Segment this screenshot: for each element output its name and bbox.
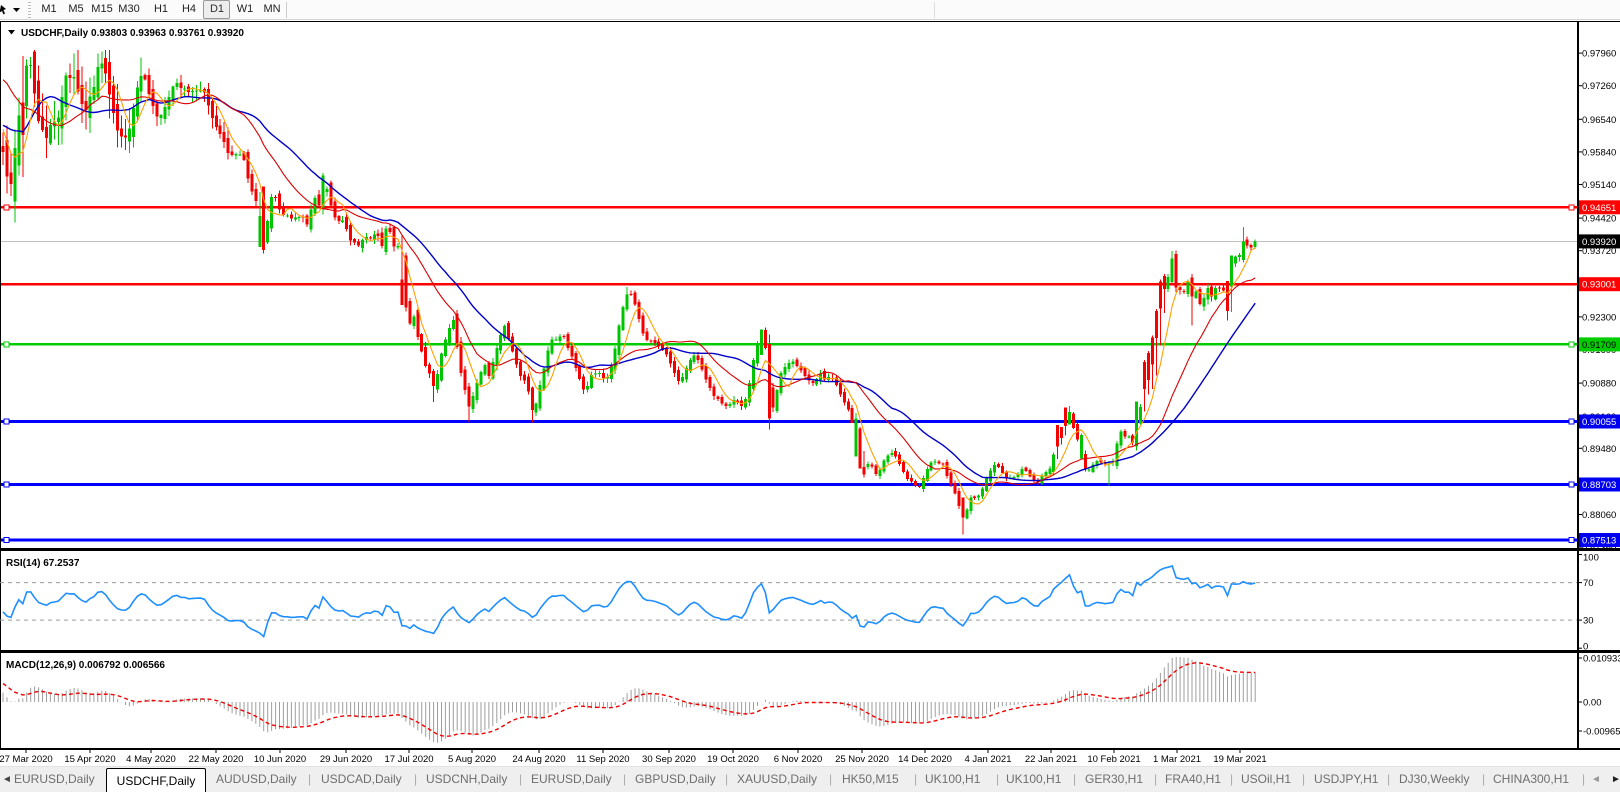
svg-text:0.00: 0.00 bbox=[1583, 698, 1602, 709]
svg-text:0.93920: 0.93920 bbox=[1582, 237, 1616, 248]
svg-text:0.010933: 0.010933 bbox=[1583, 654, 1620, 665]
svg-text:29 Jun 2020: 29 Jun 2020 bbox=[320, 754, 372, 765]
svg-text:22 May 2020: 22 May 2020 bbox=[189, 754, 244, 765]
svg-text:70: 70 bbox=[1583, 578, 1594, 589]
svg-text:100: 100 bbox=[1583, 553, 1599, 564]
svg-text:0.93720: 0.93720 bbox=[1582, 246, 1616, 257]
svg-text:0.87513: 0.87513 bbox=[1582, 536, 1616, 547]
svg-text:RSI(14) 67.2537: RSI(14) 67.2537 bbox=[6, 558, 80, 569]
svg-text:30: 30 bbox=[1583, 616, 1594, 627]
svg-text:0.96540: 0.96540 bbox=[1582, 115, 1616, 126]
svg-text:MACD(12,26,9) 0.006792 0.00656: MACD(12,26,9) 0.006792 0.006566 bbox=[6, 660, 165, 671]
svg-text:15 Apr 2020: 15 Apr 2020 bbox=[64, 754, 115, 765]
svg-text:1 Mar 2021: 1 Mar 2021 bbox=[1153, 754, 1201, 765]
svg-text:19 Mar 2021: 19 Mar 2021 bbox=[1213, 754, 1266, 765]
svg-text:0.90055: 0.90055 bbox=[1582, 417, 1616, 428]
svg-text:0.92300: 0.92300 bbox=[1582, 312, 1616, 323]
svg-text:4 May 2020: 4 May 2020 bbox=[126, 754, 176, 765]
svg-text:0.93001: 0.93001 bbox=[1582, 280, 1616, 291]
svg-text:-0.009653: -0.009653 bbox=[1583, 727, 1620, 738]
svg-text:0.94651: 0.94651 bbox=[1582, 203, 1616, 214]
svg-text:6 Nov 2020: 6 Nov 2020 bbox=[774, 754, 823, 765]
svg-text:5 Aug 2020: 5 Aug 2020 bbox=[448, 754, 496, 765]
svg-text:0.97960: 0.97960 bbox=[1582, 49, 1616, 60]
svg-text:0.90880: 0.90880 bbox=[1582, 379, 1616, 390]
svg-text:0.88060: 0.88060 bbox=[1582, 510, 1616, 521]
svg-text:0.94420: 0.94420 bbox=[1582, 214, 1616, 225]
svg-text:0.97260: 0.97260 bbox=[1582, 81, 1616, 92]
svg-text:0.87360: 0.87360 bbox=[1582, 543, 1616, 554]
svg-text:USDCHF,Daily 0.93803 0.93963: USDCHF,Daily 0.93803 0.93963 0.93761 0.9… bbox=[21, 28, 244, 39]
svg-text:0.89480: 0.89480 bbox=[1582, 444, 1616, 455]
svg-text:11 Sep 2020: 11 Sep 2020 bbox=[576, 754, 629, 765]
svg-text:4 Jan 2021: 4 Jan 2021 bbox=[964, 754, 1011, 765]
svg-text:14 Dec 2020: 14 Dec 2020 bbox=[898, 754, 952, 765]
svg-text:19 Oct 2020: 19 Oct 2020 bbox=[707, 754, 759, 765]
svg-text:17 Jul 2020: 17 Jul 2020 bbox=[384, 754, 433, 765]
svg-text:24 Aug 2020: 24 Aug 2020 bbox=[512, 754, 565, 765]
svg-text:0.95840: 0.95840 bbox=[1582, 147, 1616, 158]
svg-text:25 Nov 2020: 25 Nov 2020 bbox=[835, 754, 889, 765]
svg-text:22 Jan 2021: 22 Jan 2021 bbox=[1025, 754, 1077, 765]
svg-text:10 Jun 2020: 10 Jun 2020 bbox=[254, 754, 306, 765]
svg-text:0: 0 bbox=[1583, 642, 1588, 653]
svg-text:0.91709: 0.91709 bbox=[1582, 340, 1616, 351]
svg-text:0.95140: 0.95140 bbox=[1582, 180, 1616, 191]
svg-text:0.88703: 0.88703 bbox=[1582, 480, 1616, 491]
svg-text:10 Feb 2021: 10 Feb 2021 bbox=[1087, 754, 1140, 765]
svg-text:27 Mar 2020: 27 Mar 2020 bbox=[0, 754, 53, 765]
svg-text:30 Sep 2020: 30 Sep 2020 bbox=[642, 754, 696, 765]
